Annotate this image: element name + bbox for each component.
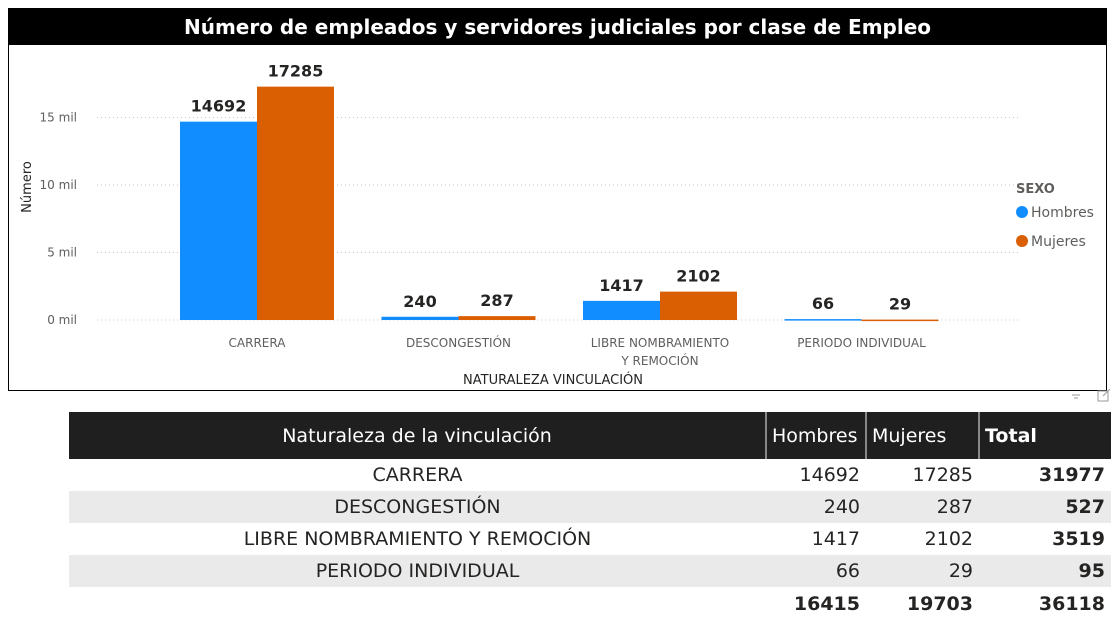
total-hombres: 16415 (793, 593, 860, 615)
y-axis-title: Número (20, 161, 35, 213)
data-label: 1417 (599, 276, 644, 295)
total-mujeres: 19703 (906, 593, 973, 615)
row-hombres: 14692 (799, 464, 860, 486)
bar-mujeres[interactable] (458, 316, 536, 320)
legend-marker[interactable] (1016, 235, 1028, 247)
visual-header-icons (1072, 389, 1111, 402)
y-tick-label: 5 mil (47, 246, 77, 260)
row-mujeres: 29 (866, 555, 979, 587)
category-label: CARRERA (229, 336, 287, 350)
bar-hombres[interactable] (180, 121, 257, 321)
table-row: DESCONGESTIÓN 240 287 527 (69, 491, 1111, 523)
header-total[interactable]: Total (978, 412, 1111, 459)
row-mujeres: 287 (866, 491, 979, 523)
table-row: CARRERA 14692 17285 31977 (69, 459, 1111, 491)
category-label: DESCONGESTIÓN (406, 335, 511, 350)
data-label: 29 (889, 295, 911, 314)
table-header-row: Naturaleza de la vinculación Hombres Muj… (69, 412, 1111, 459)
row-hombres: 1417 (811, 528, 860, 550)
row-total: 31977 (1038, 464, 1105, 486)
row-hombres: 66 (766, 555, 866, 587)
bar-chart: 0 mil 5 mil 10 mil 15 mil Número 14692 17285 CA… (20, 62, 1094, 388)
bar-mujeres[interactable] (861, 319, 939, 322)
row-name: DESCONGESTIÓN (69, 491, 766, 523)
legend-marker[interactable] (1016, 206, 1028, 218)
bar-hombres[interactable] (381, 316, 459, 320)
row-hombres: 240 (766, 491, 866, 523)
header-mujeres[interactable]: Mujeres (865, 412, 979, 459)
total-row-label (69, 587, 766, 621)
data-label: 17285 (268, 62, 324, 81)
summary-table: Naturaleza de la vinculación Hombres Muj… (69, 412, 1111, 621)
filter-icon[interactable] (1072, 394, 1080, 399)
y-tick-label: 10 mil (40, 178, 77, 192)
legend-label[interactable]: Mujeres (1031, 234, 1086, 250)
row-name: CARRERA (372, 464, 463, 486)
data-label: 240 (403, 292, 436, 311)
row-total: 3519 (1052, 528, 1105, 550)
legend-label[interactable]: Hombres (1031, 205, 1094, 221)
row-name: LIBRE NOMBRAMIENTO Y REMOCIÓN (243, 528, 592, 550)
row-total: 527 (979, 491, 1111, 523)
row-mujeres: 2102 (924, 528, 973, 550)
row-mujeres: 17285 (912, 464, 973, 486)
table-row: PERIODO INDIVIDUAL 66 29 95 (69, 555, 1111, 587)
data-label: 66 (812, 294, 834, 313)
header-hombres[interactable]: Hombres (765, 412, 866, 459)
legend-title: SEXO (1016, 182, 1055, 197)
y-tick-label: 0 mil (47, 313, 77, 327)
chart-title: Número de empleados y servidores judicia… (9, 9, 1106, 45)
data-label: 2102 (676, 267, 721, 286)
table-row: LIBRE NOMBRAMIENTO Y REMOCIÓN 1417 2102 … (69, 523, 1111, 555)
bar-hombres[interactable] (583, 300, 660, 320)
category-label: PERIODO INDIVIDUAL (797, 336, 926, 350)
row-name: PERIODO INDIVIDUAL (69, 555, 766, 587)
focus-mode-icon[interactable] (1097, 389, 1111, 402)
data-label: 287 (480, 291, 513, 310)
x-axis-title: NATURALEZA VINCULACIÓN (463, 372, 643, 388)
total-total: 36118 (1038, 593, 1105, 615)
data-label: 14692 (191, 97, 247, 116)
chart-panel: Número de empleados y servidores judicia… (8, 8, 1107, 391)
row-total: 95 (979, 555, 1111, 587)
bar-hombres[interactable] (784, 319, 862, 321)
bar-mujeres[interactable] (257, 86, 334, 320)
bar-mujeres[interactable] (660, 291, 737, 320)
y-tick-label: 15 mil (40, 111, 77, 125)
category-label: LIBRE NOMBRAMIENTO Y REMOCIÓN (591, 336, 730, 368)
header-naturaleza[interactable]: Naturaleza de la vinculación (69, 412, 766, 459)
table-total-row: 16415 19703 36118 (69, 587, 1111, 621)
